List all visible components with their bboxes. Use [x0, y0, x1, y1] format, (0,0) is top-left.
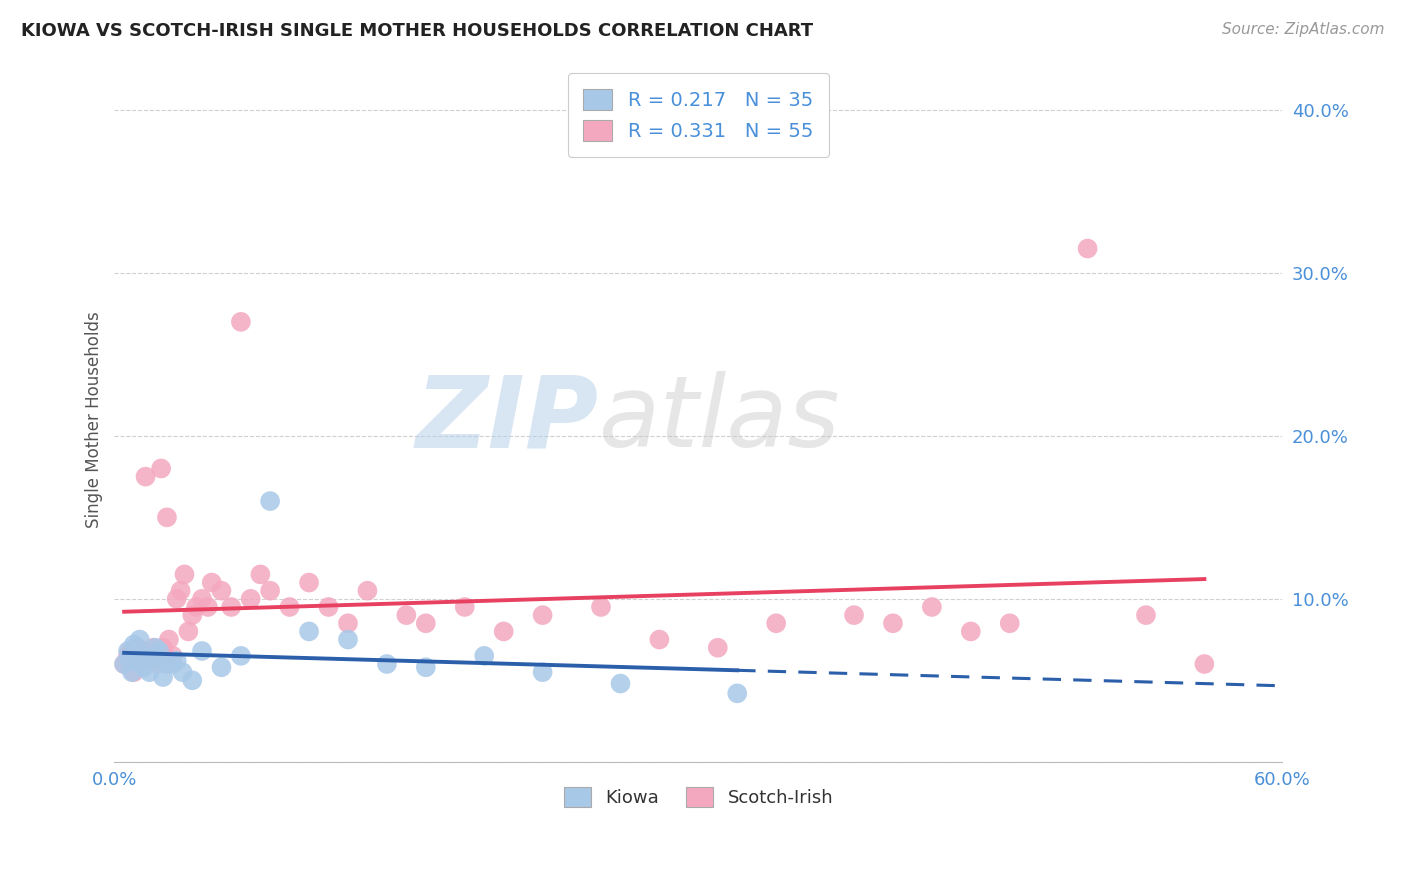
Point	[166, 654, 188, 668]
Point	[117, 644, 139, 658]
Point	[219, 599, 242, 614]
Point	[157, 632, 180, 647]
Point	[166, 591, 188, 606]
Point	[135, 657, 157, 671]
Point	[169, 583, 191, 598]
Point	[138, 648, 160, 663]
Legend: Kiowa, Scotch-Irish: Kiowa, Scotch-Irish	[557, 780, 841, 814]
Point	[181, 608, 204, 623]
Point	[725, 686, 748, 700]
Point	[118, 654, 141, 668]
Point	[211, 660, 233, 674]
Point	[131, 648, 153, 663]
Point	[128, 654, 150, 668]
Point	[229, 315, 252, 329]
Point	[842, 608, 865, 623]
Point	[531, 608, 554, 623]
Point	[648, 632, 671, 647]
Point	[229, 648, 252, 663]
Point	[172, 665, 194, 680]
Point	[375, 657, 398, 671]
Point	[156, 657, 179, 671]
Point	[191, 644, 214, 658]
Point	[415, 660, 437, 674]
Point	[112, 657, 135, 671]
Point	[127, 644, 149, 658]
Point	[998, 616, 1021, 631]
Point	[259, 583, 281, 598]
Point	[122, 637, 145, 651]
Point	[278, 599, 301, 614]
Point	[191, 591, 214, 606]
Y-axis label: Single Mother Households: Single Mother Households	[86, 311, 103, 528]
Point	[589, 599, 612, 614]
Point	[707, 640, 730, 655]
Point	[153, 648, 176, 663]
Point	[492, 624, 515, 639]
Point	[239, 591, 262, 606]
Point	[336, 632, 359, 647]
Point	[298, 624, 321, 639]
Point	[142, 640, 165, 655]
Point	[162, 648, 184, 663]
Text: KIOWA VS SCOTCH-IRISH SINGLE MOTHER HOUSEHOLDS CORRELATION CHART: KIOWA VS SCOTCH-IRISH SINGLE MOTHER HOUS…	[21, 22, 813, 40]
Point	[356, 583, 378, 598]
Point	[882, 616, 904, 631]
Point	[132, 660, 155, 674]
Point	[415, 616, 437, 631]
Text: Source: ZipAtlas.com: Source: ZipAtlas.com	[1222, 22, 1385, 37]
Point	[146, 657, 169, 671]
Point	[765, 616, 787, 631]
Point	[609, 676, 631, 690]
Point	[181, 673, 204, 688]
Point	[454, 599, 477, 614]
Point	[211, 583, 233, 598]
Point	[259, 494, 281, 508]
Point	[135, 469, 157, 483]
Point	[121, 665, 143, 680]
Point	[125, 640, 148, 655]
Point	[148, 644, 170, 658]
Point	[150, 461, 173, 475]
Point	[959, 624, 981, 639]
Point	[318, 599, 340, 614]
Point	[336, 616, 359, 631]
Text: atlas: atlas	[599, 371, 841, 468]
Point	[128, 632, 150, 647]
Point	[177, 624, 200, 639]
Point	[298, 575, 321, 590]
Point	[162, 657, 184, 671]
Point	[138, 665, 160, 680]
Point	[127, 640, 149, 655]
Point	[186, 599, 208, 614]
Point	[395, 608, 418, 623]
Point	[146, 652, 169, 666]
Point	[122, 665, 145, 680]
Point	[1135, 608, 1157, 623]
Point	[921, 599, 943, 614]
Point	[531, 665, 554, 680]
Point	[152, 670, 174, 684]
Point	[197, 599, 219, 614]
Text: ZIP: ZIP	[416, 371, 599, 468]
Point	[1077, 242, 1099, 256]
Point	[156, 510, 179, 524]
Point	[148, 648, 170, 663]
Point	[142, 648, 165, 663]
Point	[249, 567, 271, 582]
Point	[173, 567, 195, 582]
Point	[1194, 657, 1216, 671]
Point	[112, 657, 135, 671]
Point	[152, 640, 174, 655]
Point	[472, 648, 495, 663]
Point	[122, 648, 145, 663]
Point	[143, 640, 166, 655]
Point	[201, 575, 224, 590]
Point	[132, 644, 155, 658]
Point	[117, 648, 139, 663]
Point	[118, 644, 141, 658]
